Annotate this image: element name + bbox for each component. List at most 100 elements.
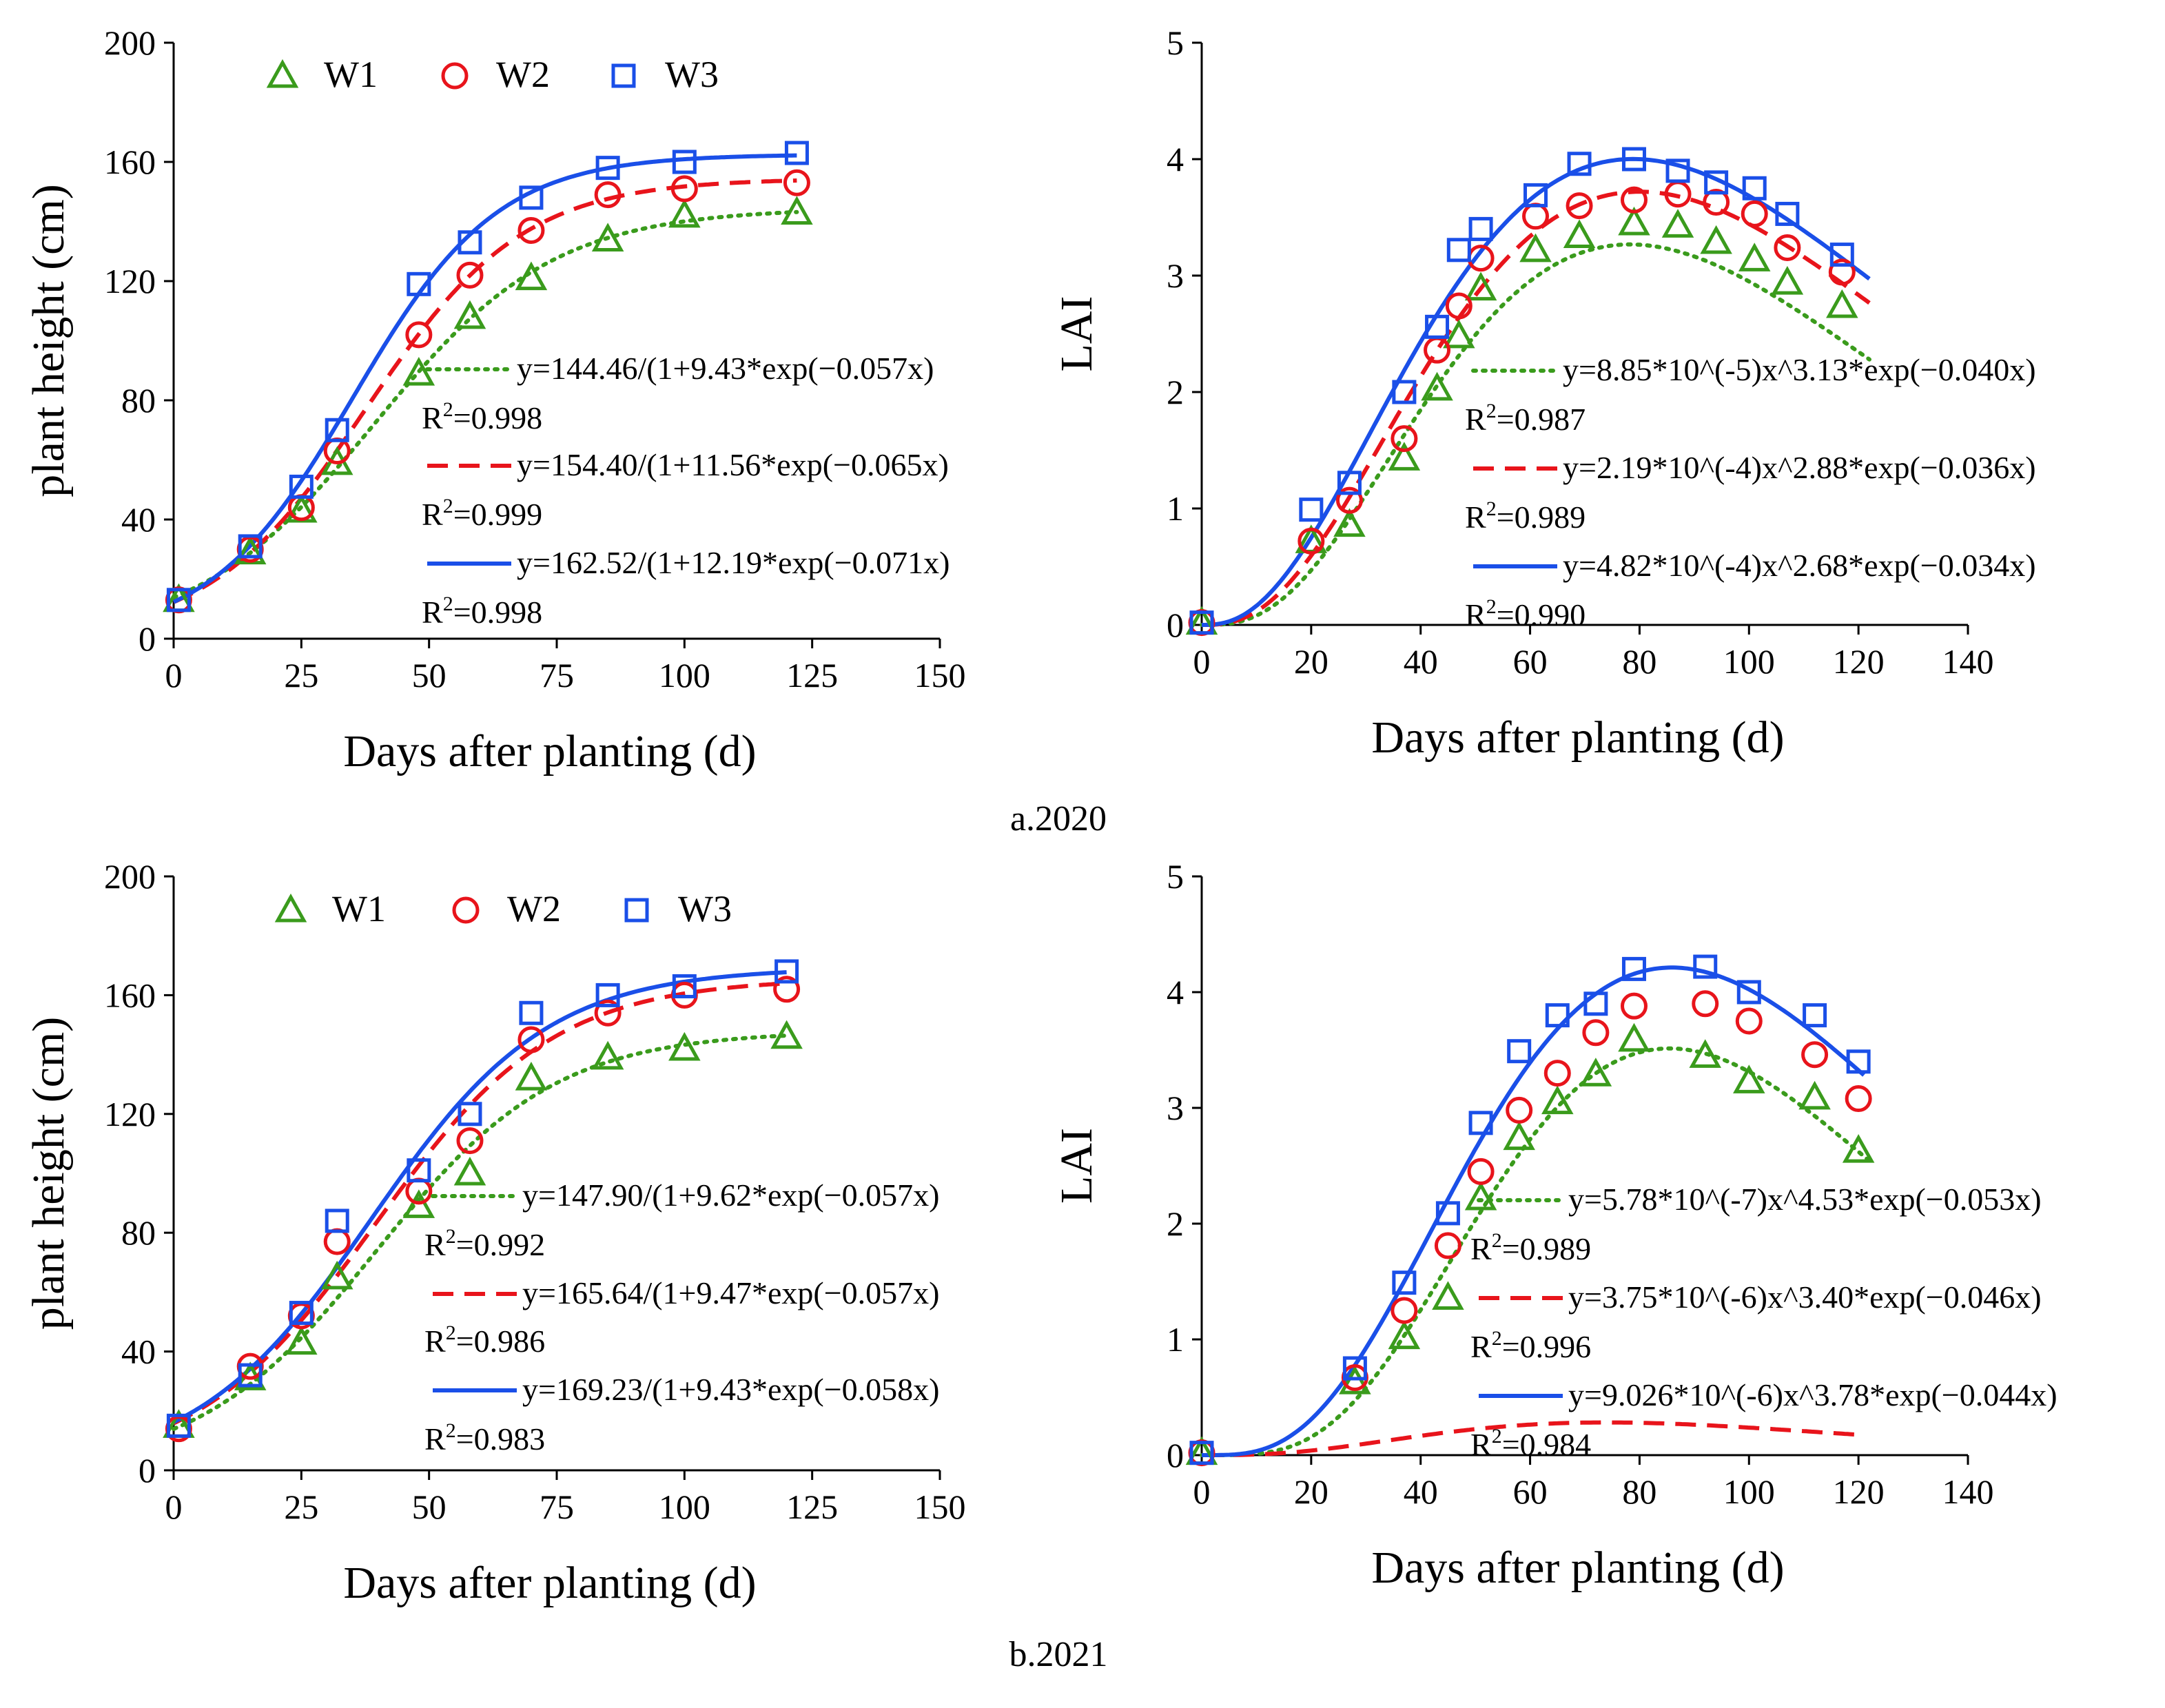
x-tick-label: 100 [659, 1488, 710, 1526]
data-point-w3 [238, 534, 263, 559]
data-point-w3 [325, 418, 349, 442]
data-point-w3 [289, 1301, 314, 1326]
data-point-w1 [1464, 271, 1497, 301]
x-axis-label: Days after planting (d) [1371, 712, 1784, 763]
series-w3-points [166, 141, 809, 613]
x-tick-label: 125 [786, 1488, 838, 1526]
data-point-w1 [1421, 371, 1453, 401]
data-point-w2 [1692, 990, 1719, 1018]
data-point-w1 [402, 356, 435, 386]
y-tick-label: 5 [1167, 23, 1184, 62]
y-tick-label: 2 [1167, 373, 1184, 411]
y-tick-label: 4 [1167, 140, 1184, 178]
data-point-w3 [1189, 1441, 1214, 1465]
legend-label-w2: W2 [507, 888, 561, 929]
data-point-w1 [1563, 219, 1596, 249]
x-tick-label: 100 [1723, 1472, 1775, 1511]
data-point-w2 [1445, 292, 1473, 320]
data-point-w3 [672, 150, 697, 174]
data-point-w1 [1661, 209, 1694, 238]
y-tick-label: 80 [121, 381, 156, 420]
y-tick-label: 5 [1167, 857, 1184, 896]
x-tick-label: 0 [165, 1488, 183, 1526]
y-tick-label: 1 [1167, 489, 1184, 528]
r-squared-label: R2=0.986 [424, 1321, 545, 1359]
r-squared-label: R2=0.990 [1465, 595, 1586, 632]
legend-marker-w1 [266, 59, 299, 88]
data-point-w1 [515, 1061, 548, 1091]
data-point-w2 [1703, 189, 1730, 216]
y-tick-label: 160 [104, 143, 156, 181]
x-tick-label: 60 [1513, 642, 1548, 681]
y-tick-label: 0 [138, 619, 156, 658]
data-point-w3 [458, 230, 482, 255]
series-w3-points [1189, 147, 1854, 635]
y-tick-label: 0 [1167, 606, 1184, 644]
y-axis-label: LAI [1051, 296, 1102, 372]
series-w2-points [1188, 181, 1856, 637]
fit-curve-w3 [172, 970, 787, 1424]
data-point-w3 [1621, 147, 1646, 172]
data-point-w3 [1736, 980, 1761, 1005]
x-tick-label: 25 [284, 656, 318, 694]
fit-equation: y=169.23/(1+9.43*exp(−0.058x) [522, 1372, 939, 1407]
y-tick-label: 1 [1167, 1320, 1184, 1359]
data-point-w2 [783, 169, 810, 196]
data-point-w2 [456, 1127, 484, 1155]
data-point-w1 [1733, 1064, 1765, 1093]
data-point-w3 [1189, 610, 1214, 635]
caption-2020: a.2020 [1010, 799, 1107, 838]
data-point-w1 [1388, 442, 1421, 471]
fit-equation: y=147.90/(1+9.62*exp(−0.057x) [522, 1177, 939, 1213]
x-tick-label: 50 [412, 1488, 447, 1526]
fit-equation: y=3.75*10^(-6)x^3.40*exp(−0.046x) [1568, 1279, 2042, 1315]
x-tick-label: 140 [1942, 642, 1994, 681]
chart-a-height: 0 40 80 120 160 200 0 25 50 75 100 125 150 Days after… [23, 23, 966, 776]
legend: W1 W2 W3 [266, 54, 719, 95]
data-point-w1 [1541, 1085, 1574, 1115]
r-squared-label: R2=0.999 [422, 495, 542, 532]
data-point-w1 [453, 1156, 486, 1186]
data-point-w2 [1297, 527, 1325, 555]
data-point-w1 [515, 261, 548, 291]
data-point-w3 [1299, 497, 1324, 522]
data-point-w2 [594, 999, 622, 1027]
x-tick-label: 0 [1193, 642, 1211, 681]
data-point-w1 [1432, 1281, 1464, 1310]
data-point-w2 [1735, 1007, 1763, 1035]
data-point-w3 [238, 1363, 263, 1388]
r-squared-label: R2=0.984 [1470, 1425, 1591, 1462]
data-point-w2 [1335, 486, 1363, 514]
data-point-w3 [1468, 1111, 1493, 1135]
data-point-w3 [1523, 183, 1548, 207]
data-point-w2 [1845, 1085, 1872, 1113]
data-point-w1 [1339, 1366, 1371, 1395]
legend-label-w2: W2 [496, 54, 550, 95]
data-point-w2 [1506, 1096, 1533, 1124]
fit-curve-w3 [172, 153, 797, 604]
fit-curve-w1 [1200, 1046, 1871, 1457]
fit-equation: y=154.40/(1+11.56*exp(−0.065x) [517, 447, 949, 482]
data-point-w2 [1391, 425, 1418, 453]
data-point-w1 [1519, 233, 1552, 263]
x-tick-label: 120 [1833, 1472, 1885, 1511]
fit-equation: y=9.026*10^(-6)x^3.78*exp(−0.044x) [1568, 1377, 2058, 1412]
legend-marker-w2 [452, 896, 480, 924]
data-point-w3 [595, 982, 620, 1007]
data-point-w2 [1620, 186, 1648, 214]
data-point-w1 [320, 1260, 353, 1290]
data-point-w1 [1618, 206, 1650, 236]
fit-curve-w3 [1202, 965, 1866, 1457]
data-point-w1 [1443, 319, 1475, 349]
y-tick-label: 40 [121, 1333, 156, 1371]
data-point-w1 [668, 1031, 701, 1061]
x-tick-label: 80 [1622, 642, 1656, 681]
chart-b-lai: 0 1 2 3 4 5 0 20 40 60 80 100 120 140 Days after plant… [1051, 857, 2058, 1593]
x-tick-label: 60 [1513, 1472, 1548, 1511]
fit-equation: y=4.82*10^(-4)x^2.68*exp(−0.034x) [1563, 548, 2036, 583]
fit-curve-w1 [1200, 242, 1871, 627]
data-point-w2 [456, 261, 484, 289]
data-point-w1 [1503, 1121, 1535, 1151]
data-point-w2 [1620, 992, 1648, 1020]
